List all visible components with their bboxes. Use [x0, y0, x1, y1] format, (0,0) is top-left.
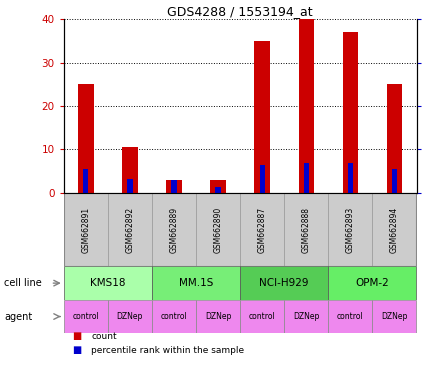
Text: GSM662893: GSM662893 — [346, 207, 355, 253]
Text: KMS18: KMS18 — [90, 278, 126, 288]
Bar — [127, 179, 133, 193]
Bar — [255, 41, 270, 193]
Bar — [215, 187, 221, 193]
Bar — [152, 300, 196, 333]
Bar — [78, 84, 94, 193]
Bar — [348, 163, 353, 193]
Bar — [303, 162, 309, 193]
Text: control: control — [249, 312, 275, 321]
Text: GSM662890: GSM662890 — [214, 207, 223, 253]
Text: percentile rank within the sample: percentile rank within the sample — [91, 346, 244, 355]
Text: cell line: cell line — [4, 278, 42, 288]
Bar — [122, 147, 138, 193]
Text: DZNep: DZNep — [381, 312, 408, 321]
Bar — [108, 193, 152, 266]
Bar — [240, 266, 328, 300]
Bar — [64, 266, 152, 300]
Text: ■: ■ — [72, 331, 82, 341]
Text: count: count — [91, 332, 117, 341]
Text: GSM662891: GSM662891 — [81, 207, 90, 253]
Bar — [387, 84, 402, 193]
Text: DZNep: DZNep — [117, 312, 143, 321]
Bar — [64, 300, 108, 333]
Text: ■: ■ — [72, 345, 82, 355]
Bar — [260, 165, 265, 193]
Text: GSM662894: GSM662894 — [390, 207, 399, 253]
Bar — [196, 193, 240, 266]
Bar — [210, 180, 226, 193]
Bar — [152, 266, 240, 300]
Bar — [343, 32, 358, 193]
Bar — [329, 193, 372, 266]
Bar — [392, 169, 397, 193]
Bar — [171, 180, 177, 193]
Bar — [108, 300, 152, 333]
Text: control: control — [337, 312, 364, 321]
Text: agent: agent — [4, 311, 32, 321]
Text: DZNep: DZNep — [293, 312, 320, 321]
Bar — [64, 193, 108, 266]
Bar — [284, 300, 328, 333]
Bar — [83, 169, 88, 193]
Bar — [372, 193, 416, 266]
Bar — [196, 300, 240, 333]
Bar — [329, 266, 416, 300]
Text: OPM-2: OPM-2 — [356, 278, 389, 288]
Bar — [166, 180, 182, 193]
Bar — [240, 193, 284, 266]
Text: MM.1S: MM.1S — [179, 278, 213, 288]
Text: control: control — [72, 312, 99, 321]
Bar — [329, 300, 372, 333]
Text: control: control — [161, 312, 187, 321]
Title: GDS4288 / 1553194_at: GDS4288 / 1553194_at — [167, 5, 313, 18]
Bar — [372, 300, 416, 333]
Text: GSM662888: GSM662888 — [302, 207, 311, 253]
Bar — [240, 300, 284, 333]
Bar — [298, 19, 314, 193]
Text: NCI-H929: NCI-H929 — [260, 278, 309, 288]
Text: GSM662887: GSM662887 — [258, 207, 266, 253]
Text: GSM662892: GSM662892 — [125, 207, 134, 253]
Text: GSM662889: GSM662889 — [170, 207, 178, 253]
Bar — [284, 193, 328, 266]
Text: DZNep: DZNep — [205, 312, 231, 321]
Bar — [152, 193, 196, 266]
